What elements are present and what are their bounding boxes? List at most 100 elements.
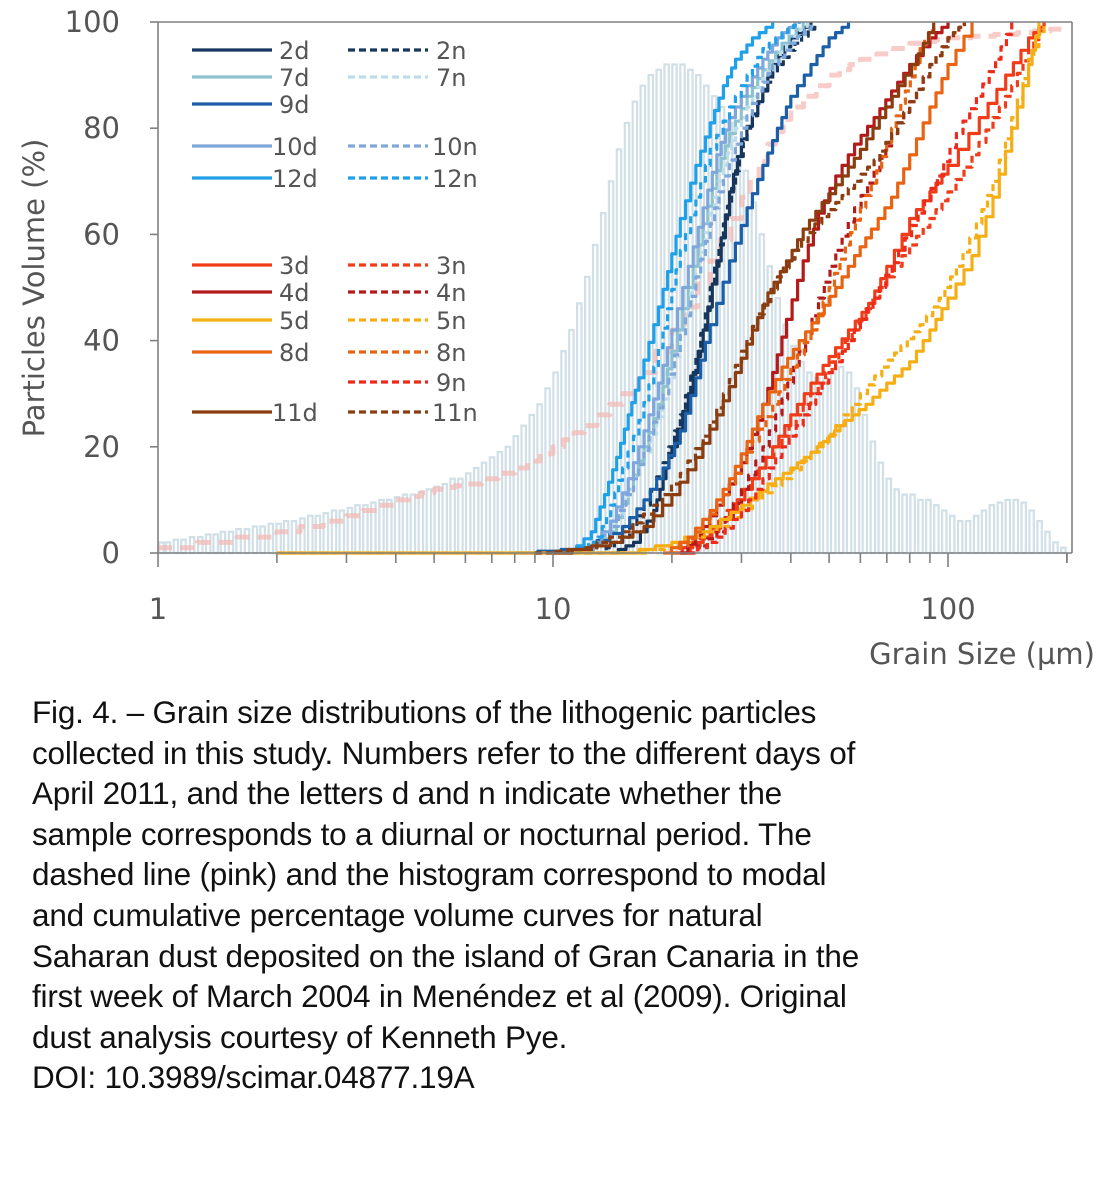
histogram-bar xyxy=(821,376,829,555)
histogram-bar xyxy=(520,424,528,555)
series-line-11n xyxy=(534,22,966,555)
histogram-bar xyxy=(917,498,924,555)
histogram-bar xyxy=(425,488,433,555)
histogram-bar xyxy=(837,366,845,555)
histogram-bar xyxy=(188,535,196,555)
series-line-8n xyxy=(671,22,936,555)
series-line-12n xyxy=(569,22,801,555)
series-line-12d xyxy=(569,22,775,555)
legend-item-11d: 11d xyxy=(192,399,318,427)
caption-line: Saharan dust deposited on the island of … xyxy=(32,937,860,974)
legend-item-5n: 5n xyxy=(348,307,466,335)
caption-line: collected in this study. Numbers refer t… xyxy=(32,734,856,771)
histogram-bar xyxy=(275,522,282,555)
legend-label: 9d xyxy=(279,91,310,119)
histogram-bar xyxy=(307,514,314,555)
legend-label: 4n xyxy=(436,279,466,307)
y-tick-label: 80 xyxy=(83,111,120,145)
series-line-8d xyxy=(663,22,974,555)
legend-label: 12n xyxy=(432,165,478,193)
legend-item-9n: 9n xyxy=(348,369,466,397)
histogram-bar xyxy=(504,445,512,555)
histogram-bar xyxy=(583,275,591,555)
series-line-4n xyxy=(688,22,966,555)
histogram-bar xyxy=(1028,509,1035,555)
histogram-bar xyxy=(409,493,417,555)
histogram-bar xyxy=(845,371,853,555)
histogram-bar xyxy=(956,519,964,555)
series-line-2n xyxy=(598,22,817,555)
series-line-9d xyxy=(514,22,851,555)
legend-label: 7n xyxy=(436,64,466,92)
legend-label: 5n xyxy=(436,307,466,335)
caption-line: sample corresponds to a diurnal or noctu… xyxy=(32,815,812,852)
histogram-bar xyxy=(940,509,948,555)
y-axis-label: Particles Volume (%) xyxy=(17,139,51,438)
histogram-bar xyxy=(988,504,996,555)
histogram-bar xyxy=(457,477,464,555)
caption-line: Fig. 4. – Grain size distributions of th… xyxy=(32,694,817,730)
histogram-bar xyxy=(488,456,496,555)
histogram-bar xyxy=(197,535,204,555)
histogram-bar xyxy=(338,509,346,555)
legend-item-10n: 10n xyxy=(348,133,478,161)
ticks-layer: 0 20 40 60 80 100 1 10 100 xyxy=(65,5,1068,626)
legend-label: 11n xyxy=(432,399,478,427)
histogram-bar xyxy=(393,496,401,555)
x-axis-label: Grain Size (µm) xyxy=(869,637,1095,670)
legend-item-10d: 10d xyxy=(192,133,318,161)
histogram-bar xyxy=(615,148,623,555)
legend-label: 2d xyxy=(279,37,310,65)
histogram-bar xyxy=(1036,519,1043,555)
histogram-bar xyxy=(560,350,567,555)
series-line-9n xyxy=(688,22,1014,555)
histogram-bar xyxy=(496,451,504,555)
histogram-bar xyxy=(758,233,766,555)
histogram-bar xyxy=(212,533,220,555)
histogram-bar xyxy=(925,498,932,555)
histogram-bar xyxy=(386,498,393,555)
caption-line: first week of March 2004 in Menéndez et … xyxy=(32,978,847,1015)
histogram-bar xyxy=(829,371,837,555)
legend-item-8d: 8d xyxy=(192,339,310,367)
histogram-bar xyxy=(861,413,869,555)
legend-label: 5d xyxy=(279,307,310,335)
y-tick-label: 40 xyxy=(83,324,120,358)
histogram-bar xyxy=(1044,530,1051,555)
histogram-bar xyxy=(251,525,259,555)
histogram-bar xyxy=(972,514,980,555)
histogram-bar xyxy=(1052,541,1059,555)
histogram-bar xyxy=(948,514,956,555)
legend-item-3d: 3d xyxy=(192,252,310,280)
y-tick-label: 0 xyxy=(102,536,120,570)
histogram-bar xyxy=(996,501,1004,555)
legend-item-4d: 4d xyxy=(192,279,310,307)
doi-line: DOI: 10.3989/scimar.04877.19A xyxy=(32,1059,475,1096)
legend-item-11n: 11n xyxy=(348,399,478,427)
axes-layer xyxy=(157,21,1073,554)
histogram-bar xyxy=(290,519,298,555)
histogram-bar xyxy=(901,493,908,555)
histogram-bar xyxy=(964,519,972,555)
histogram-bar xyxy=(575,302,583,555)
legend-label: 7d xyxy=(279,64,310,92)
grain-size-chart: 0 20 40 60 80 100 1 10 100 2d 7d 9d 10d 12d 3d 4d 5d 8d 1… xyxy=(17,5,1095,670)
histogram-bar xyxy=(472,466,480,555)
histogram-bar xyxy=(885,477,893,555)
y-tick-label: 20 xyxy=(83,430,120,464)
caption-line: dust analysis courtesy of Kenneth Pye. xyxy=(32,1018,568,1055)
series-line-3d xyxy=(671,22,1046,555)
histogram-bar xyxy=(172,538,180,555)
histogram-bar xyxy=(869,440,877,555)
legend-item-12d: 12d xyxy=(192,165,318,193)
histogram-bar xyxy=(980,509,988,555)
y-tick-label: 60 xyxy=(83,217,120,251)
legend-label: 8d xyxy=(279,339,310,367)
histogram-bar xyxy=(552,371,559,555)
histogram-bar xyxy=(354,504,361,555)
x-tick-label: 1 xyxy=(149,592,167,626)
legend-label: 4d xyxy=(279,279,310,307)
legend-label: 3n xyxy=(436,252,466,280)
